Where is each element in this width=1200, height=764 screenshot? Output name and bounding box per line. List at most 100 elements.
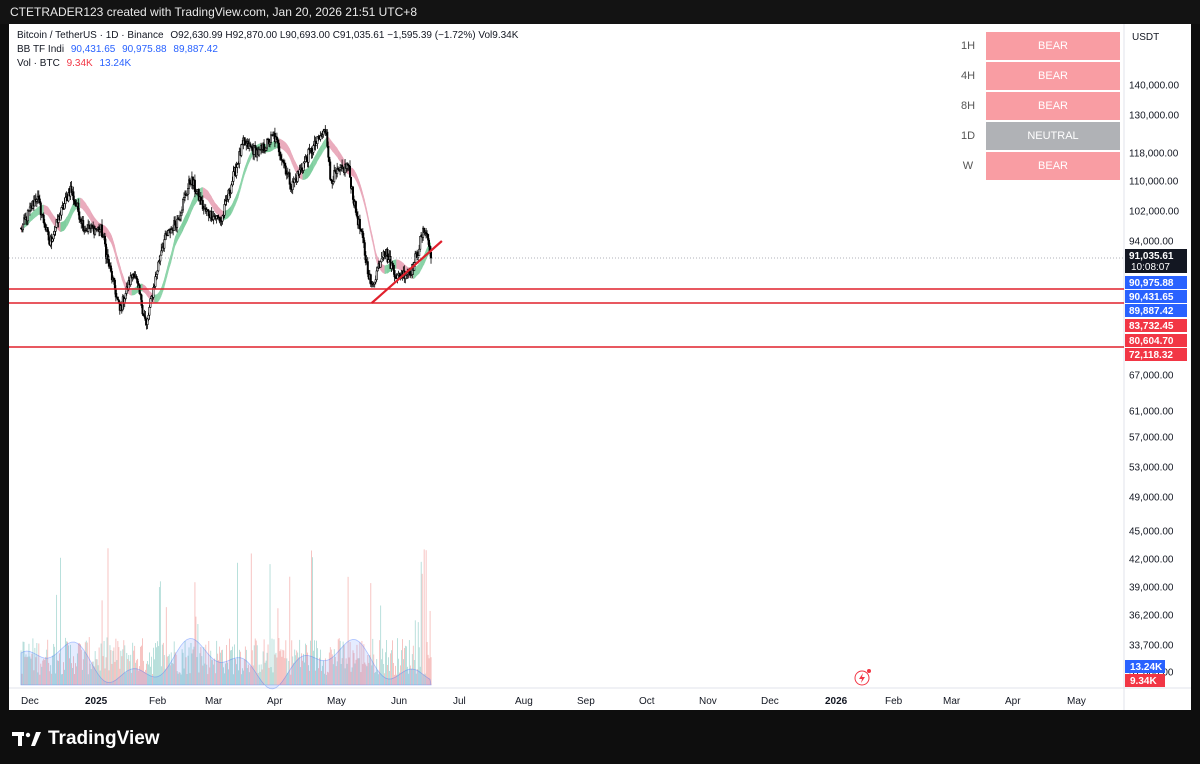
vol-value: 13.24K [99, 58, 132, 69]
price-badge-label: 83,732.45 [1129, 321, 1174, 332]
volume-bar [92, 661, 94, 685]
volume-bar [206, 664, 208, 685]
tf-row: 1H BEAR [950, 32, 1120, 60]
volume-bar [141, 645, 142, 685]
trend-band-segment [238, 186, 240, 198]
volume-bar [201, 656, 203, 685]
trend-band-segment [251, 149, 253, 159]
trend-band-segment [376, 254, 378, 265]
volume-bar [321, 670, 322, 685]
volume-bar [393, 662, 394, 685]
trend-band-segment [364, 200, 366, 212]
timeframe-trend-table: 1H BEAR 4H BEAR 8H BEAR 1D NEUTRAL W BEA… [950, 30, 1120, 182]
trend-band-segment [66, 216, 68, 228]
price-badge-label: 90,431.65 [1129, 292, 1174, 303]
candle-body [60, 207, 63, 216]
trend-band-segment [107, 229, 109, 240]
volume-bar [405, 646, 407, 685]
volume-bar [421, 573, 423, 685]
volume-bar [149, 652, 150, 685]
volume-bar [35, 657, 37, 685]
trend-band-segment [250, 151, 252, 161]
candle-body [22, 223, 25, 231]
candle-body [38, 198, 41, 204]
volume-bar [102, 656, 104, 685]
trend-band-segment [187, 210, 188, 223]
trend-band-segment [166, 267, 168, 281]
volume-bar [202, 665, 204, 685]
volume-bar [223, 667, 224, 685]
price-badge-label: 89,887.42 [1129, 306, 1174, 317]
candle-body [181, 209, 184, 214]
candle-body [51, 238, 54, 242]
trend-band-segment [176, 232, 178, 245]
volume-bar [158, 587, 160, 685]
trend-band-segment [203, 187, 205, 199]
trend-band-segment [316, 151, 318, 164]
candle-body [210, 210, 213, 221]
volume-bar [418, 647, 420, 685]
volume-bar [313, 650, 314, 685]
volume-bar [118, 647, 120, 685]
trend-band-segment [30, 212, 32, 222]
volume-bar [114, 661, 116, 685]
trend-band-segment [245, 163, 247, 174]
candle-body [275, 136, 278, 141]
volume-bar [251, 650, 253, 685]
volume-bar [41, 666, 43, 685]
trend-band-segment [355, 172, 357, 183]
volume-bar [324, 658, 326, 685]
volume-bar [322, 660, 324, 685]
volume-bar [235, 658, 236, 685]
trend-band-segment [295, 162, 297, 175]
volume-bar [323, 673, 325, 685]
volume-bar [162, 642, 164, 685]
candle-body [264, 147, 267, 151]
candle-body [396, 274, 399, 279]
volume-bar [152, 673, 153, 685]
candle-body [170, 229, 173, 234]
trend-band-segment [180, 224, 182, 237]
volume-bar [61, 674, 62, 685]
volume-bar [266, 652, 268, 685]
trend-band-segment [206, 189, 208, 201]
volume-bar [379, 640, 381, 685]
x-tick-label: Feb [885, 696, 903, 707]
candle-body [124, 293, 127, 299]
volume-bar [298, 657, 300, 685]
volume-bar [241, 668, 243, 685]
volume-bar [84, 642, 86, 685]
candle-body [106, 254, 109, 260]
volume-bar [276, 657, 278, 685]
symbol-title: Bitcoin / TetherUS · 1D · Binance [17, 30, 164, 41]
volume-bar [310, 640, 311, 685]
volume-bar [28, 643, 30, 685]
x-tick-label: Oct [639, 696, 655, 707]
trend-band-segment [124, 280, 126, 291]
volume-bar [132, 642, 134, 685]
volume-bar [423, 549, 425, 685]
volume-bar [203, 647, 205, 685]
trend-band-segment [317, 149, 319, 162]
trend-band-segment [365, 204, 367, 216]
trend-band-segment [149, 291, 151, 300]
volume-bar [204, 663, 206, 685]
volume-bar [80, 649, 82, 685]
trend-band-segment [145, 285, 147, 296]
volume-bar [308, 665, 309, 685]
trend-band-segment [47, 206, 49, 217]
trend-band-segment [288, 146, 290, 159]
trend-band-segment [59, 221, 61, 232]
trend-band-segment [219, 208, 221, 219]
volume-bar [73, 656, 74, 685]
candle-body [99, 229, 102, 233]
volume-bar [115, 638, 117, 685]
volume-bar [351, 667, 353, 685]
volume-bar [142, 638, 143, 685]
trend-band-segment [62, 221, 64, 232]
volume-bar [124, 645, 126, 685]
candle-body [358, 219, 361, 230]
volume-bar [275, 652, 277, 685]
volume-bar [427, 654, 429, 685]
trend-band-segment [362, 192, 364, 204]
